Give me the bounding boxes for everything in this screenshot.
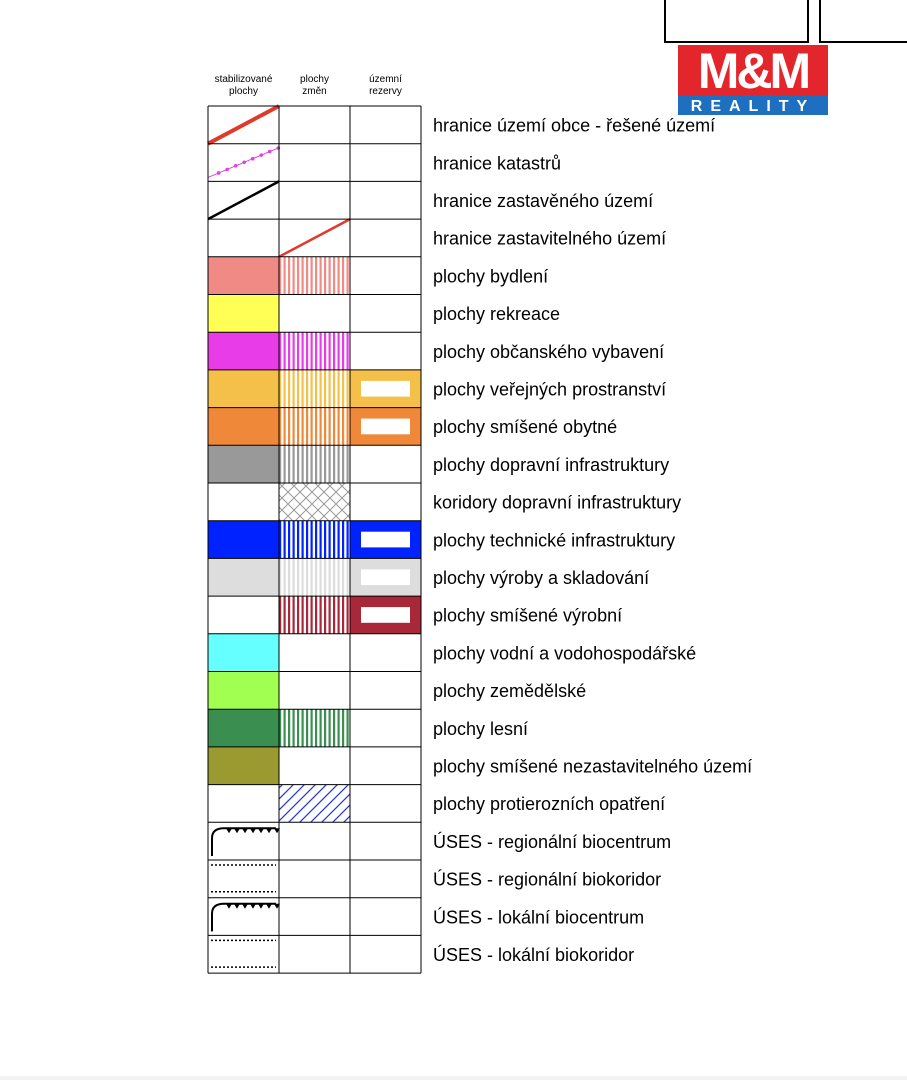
row-label: hranice zastavěného území — [433, 191, 653, 211]
swatch — [208, 369, 279, 408]
tooth — [266, 828, 272, 834]
biocentre — [211, 902, 276, 932]
row-label: plochy vodní a vodohospodářské — [433, 643, 696, 663]
bottom-bar — [0, 1076, 907, 1080]
swatch — [279, 596, 350, 634]
column-header: změn — [302, 86, 326, 97]
reserve-box — [361, 418, 410, 435]
row-label: ÚSES - lokální biokoridor — [433, 944, 634, 965]
logo-tagline: REALITY — [691, 98, 815, 115]
column-header: rezervy — [369, 86, 402, 97]
swatch — [208, 520, 279, 559]
tooth — [258, 903, 264, 909]
dot — [267, 149, 272, 154]
swatch — [279, 445, 350, 483]
swatch — [279, 784, 350, 823]
row-label: hranice území obce - řešené území — [433, 116, 715, 136]
reserve-box — [361, 531, 410, 548]
swatch — [208, 709, 279, 747]
swatch — [279, 332, 350, 370]
logo-red — [678, 45, 828, 95]
row-label: plochy smíšené obytné — [433, 417, 617, 437]
row-label: plochy rekreace — [433, 304, 560, 324]
boundary — [207, 180, 280, 221]
column-header: stabilizované — [215, 74, 273, 85]
row-label: plochy dopravní infrastruktury — [433, 455, 669, 475]
swatch — [279, 558, 350, 597]
row-label: plochy technické infrastruktury — [433, 530, 675, 550]
reserve-box — [361, 380, 410, 397]
swatch — [208, 633, 279, 672]
tooth — [242, 828, 248, 834]
swatch — [208, 445, 279, 483]
row-label: plochy výroby a skladování — [433, 568, 649, 588]
swatch — [208, 256, 279, 295]
dot — [216, 171, 221, 175]
swatch — [208, 294, 279, 333]
boundary — [278, 217, 351, 258]
swatch — [208, 746, 279, 785]
row-label: ÚSES - regionální biocentrum — [433, 831, 671, 852]
swatch — [279, 520, 350, 559]
row-label: plochy bydlení — [433, 266, 548, 286]
logo-blue — [678, 95, 828, 115]
swatch — [208, 407, 279, 446]
swatch — [279, 483, 350, 521]
swatch — [279, 256, 350, 295]
dot — [250, 156, 255, 161]
reserve-box — [361, 569, 410, 586]
logo-brand: M&M — [698, 43, 809, 99]
tooth — [242, 903, 248, 909]
row-label: koridory dopravní infrastruktury — [433, 493, 681, 513]
frame — [664, 0, 809, 43]
row-label: plochy zemědělské — [433, 681, 586, 701]
row-label: ÚSES - lokální biocentrum — [433, 906, 644, 927]
row-label: plochy občanského vybavení — [433, 342, 664, 362]
tooth — [234, 828, 240, 834]
row-label: plochy protierozních opatření — [433, 794, 665, 814]
column-header: územní — [369, 74, 402, 85]
column-header: plochy — [300, 74, 329, 85]
row-label: plochy smíšené výrobní — [433, 606, 622, 626]
tooth — [258, 828, 264, 834]
swatch — [279, 407, 350, 446]
row-label: ÚSES - regionální biokoridor — [433, 869, 661, 890]
row-label: plochy lesní — [433, 719, 528, 739]
swatch — [208, 558, 279, 597]
tooth — [234, 903, 240, 909]
tooth — [266, 903, 272, 909]
row-label: hranice zastavitelného území — [433, 229, 666, 249]
dot — [276, 146, 281, 150]
dot — [242, 160, 247, 165]
biocentre — [211, 827, 276, 856]
row-label: plochy smíšené nezastavitelného území — [433, 757, 752, 777]
row-label: hranice katastrů — [433, 153, 561, 173]
column-header: plochy — [229, 86, 258, 97]
tooth — [250, 828, 256, 834]
frame — [819, 0, 907, 43]
boundary — [207, 104, 280, 146]
tooth — [226, 903, 232, 909]
dot — [225, 167, 229, 172]
row-label: plochy veřejných prostranství — [433, 380, 666, 400]
dot — [259, 153, 264, 157]
swatch — [208, 332, 279, 370]
swatch — [279, 709, 350, 747]
swatch — [279, 369, 350, 408]
dot — [233, 164, 238, 168]
swatch — [208, 671, 279, 710]
tooth — [250, 903, 256, 909]
tooth — [226, 828, 232, 834]
reserve-box — [361, 607, 410, 623]
